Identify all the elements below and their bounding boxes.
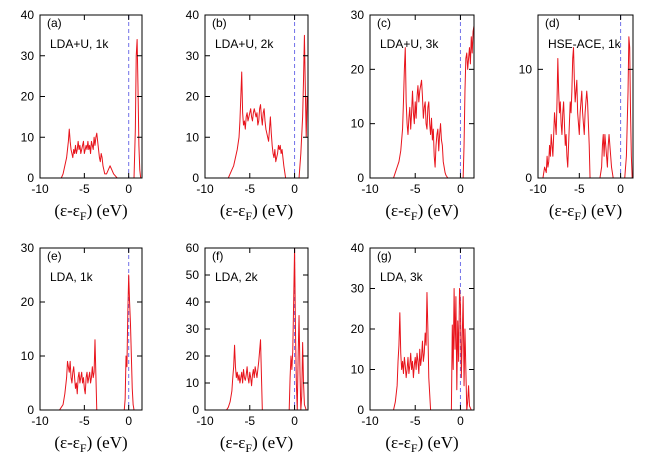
panel-d: -10 -5 0 0 10 (d) HSE-ACE, 1k (ε-εF) (eV) <box>519 14 634 223</box>
x-tick-label: -5 <box>410 182 421 196</box>
dos-series-line <box>59 274 138 411</box>
x-tick-label: 0 <box>291 414 298 428</box>
x-tick-label: -10 <box>196 414 214 428</box>
x-tick-label: 0 <box>125 182 132 196</box>
y-tick-label: 0 <box>192 171 199 185</box>
x-tick-label: -10 <box>361 414 379 428</box>
x-axis-label: (ε-εF) (eV) <box>54 433 127 455</box>
plot-frame <box>39 247 143 411</box>
y-tick-label: 60 <box>186 241 200 255</box>
y-tick-label: 0 <box>357 403 364 417</box>
panel-tag: (b) <box>212 16 227 30</box>
x-tick-label: -5 <box>410 414 421 428</box>
plot-frame <box>537 14 634 179</box>
x-axis-label: (ε-εF) (eV) <box>220 433 293 455</box>
y-tick-label: 30 <box>21 241 35 255</box>
panel-f: -10 -5 0 0 10 20 30 40 50 60 (f) LDA, 2k (ε-εF) (eV) <box>186 241 309 455</box>
panel-annotation: LDA+U, 1k <box>50 37 109 51</box>
y-tick-label: 20 <box>351 62 365 76</box>
x-tick-label: -10 <box>31 414 49 428</box>
plot-frame <box>369 14 475 179</box>
panel-e: -10 -5 0 0 10 20 30 (e) LDA, 1k (ε-εF) (eV) <box>21 241 143 455</box>
x-tick-label: 0 <box>125 414 132 428</box>
x-tick-label: 0 <box>291 182 298 196</box>
panel-annotation: LDA+U, 3k <box>380 37 439 51</box>
y-tick-label: 20 <box>186 349 200 363</box>
y-tick-label: 20 <box>351 322 365 336</box>
y-tick-label: 40 <box>21 8 35 22</box>
panel-annotation: LDA+U, 2k <box>215 37 274 51</box>
dos-series-line <box>226 247 307 411</box>
x-axis-label: (ε-εF) (eV) <box>54 201 127 223</box>
panel-g: -10 -5 0 0 10 20 30 40 (g) LDA, 3k (ε-εF) (eV) <box>351 241 475 455</box>
y-tick-label: 10 <box>186 376 200 390</box>
x-tick-label: 0 <box>617 182 624 196</box>
y-tick-label: 0 <box>27 171 34 185</box>
panel-annotation: LDA, 2k <box>215 270 259 284</box>
x-tick-label: -10 <box>196 182 214 196</box>
panel-tag: (e) <box>47 249 62 263</box>
y-tick-label: 20 <box>21 295 35 309</box>
x-tick-label: -5 <box>244 182 255 196</box>
x-axis-label: (ε-εF) (eV) <box>385 433 458 455</box>
x-axis-label: (ε-εF) (eV) <box>549 201 622 223</box>
panel-tag: (c) <box>377 16 391 30</box>
dos-series-line <box>393 288 472 411</box>
y-tick-label: 50 <box>186 268 200 282</box>
y-tick-label: 0 <box>525 171 532 185</box>
panel-annotation: HSE-ACE, 1k <box>548 37 622 51</box>
x-tick-label: -5 <box>574 182 585 196</box>
y-tick-label: 40 <box>186 8 200 22</box>
panel-tag: (f) <box>212 249 223 263</box>
panel-annotation: LDA, 3k <box>380 270 424 284</box>
panel-tag: (d) <box>545 16 560 30</box>
dos-series-line <box>227 34 308 179</box>
x-tick-label: -10 <box>529 182 547 196</box>
x-tick-label: -10 <box>361 182 379 196</box>
panel-tag: (a) <box>47 16 62 30</box>
y-tick-label: 10 <box>21 349 35 363</box>
dos-series-line <box>542 36 633 179</box>
y-tick-label: 0 <box>27 403 34 417</box>
y-tick-label: 10 <box>351 117 365 131</box>
x-tick-label: -5 <box>79 414 90 428</box>
y-tick-label: 30 <box>21 49 35 63</box>
panel-c: -10 -5 0 0 10 20 30 (c) LDA+U, 3k (ε-εF) (eV) <box>351 8 475 223</box>
x-tick-label: 0 <box>457 414 464 428</box>
y-tick-label: 40 <box>351 241 365 255</box>
y-tick-label: 0 <box>357 171 364 185</box>
x-axis-label: (ε-εF) (eV) <box>220 201 293 223</box>
y-tick-label: 20 <box>186 90 200 104</box>
y-tick-label: 30 <box>351 8 365 22</box>
y-tick-label: 40 <box>186 295 200 309</box>
y-tick-label: 0 <box>192 403 199 417</box>
panel-b: -10 -5 0 0 10 20 30 40 (b) LDA+U, 2k (ε-εF) (eV) <box>186 8 309 223</box>
x-tick-label: -10 <box>31 182 49 196</box>
y-tick-label: 30 <box>351 282 365 296</box>
x-tick-label: 0 <box>457 182 464 196</box>
panel-a: -10 -5 0 0 10 20 30 40 (a) LDA+U, 1k (ε-εF) (eV) <box>21 8 143 223</box>
x-tick-label: -5 <box>244 414 255 428</box>
y-tick-label: 20 <box>21 90 35 104</box>
panel-tag: (g) <box>377 249 392 263</box>
dos-series-line <box>393 25 475 179</box>
y-tick-label: 30 <box>186 322 200 336</box>
y-tick-label: 10 <box>351 363 365 377</box>
y-tick-label: 10 <box>186 130 200 144</box>
y-tick-label: 30 <box>186 49 200 63</box>
y-tick-label: 10 <box>519 62 533 76</box>
panel-annotation: LDA, 1k <box>50 270 94 284</box>
x-tick-label: -5 <box>79 182 90 196</box>
x-axis-label: (ε-εF) (eV) <box>385 201 458 223</box>
y-tick-label: 10 <box>21 130 35 144</box>
